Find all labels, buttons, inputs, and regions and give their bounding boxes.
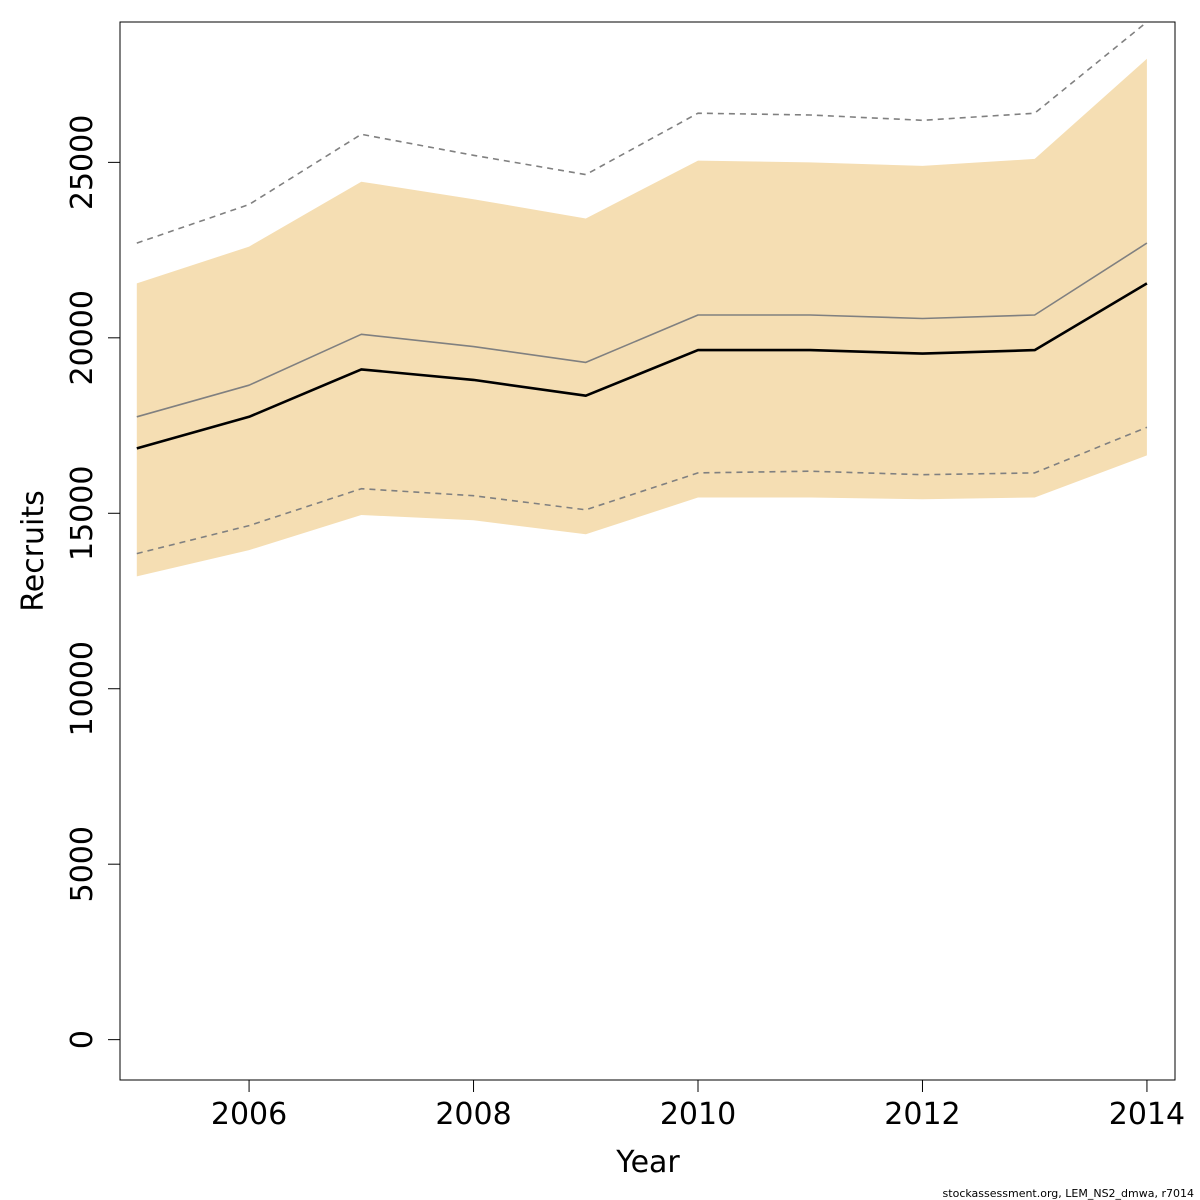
footer-credit: stockassessment.org, LEM_NS2_dmwa, r7014: [943, 1187, 1194, 1200]
x-tick-label: 2008: [435, 1097, 511, 1132]
y-tick-label: 0: [65, 1030, 100, 1049]
reference-line: [136, 242, 1148, 418]
plot-marks: [136, 22, 1148, 577]
estimate-line: [136, 282, 1148, 450]
reference-upper-line: [136, 22, 1148, 244]
y-tick-label: 15000: [65, 466, 100, 561]
plot-area: [136, 22, 1148, 577]
x-axis-title: Year: [615, 1145, 680, 1180]
y-tick-label: 5000: [65, 826, 100, 902]
y-tick-label: 20000: [65, 290, 100, 385]
x-tick-label: 2006: [211, 1097, 287, 1132]
x-tick-label: 2014: [1109, 1097, 1185, 1132]
confidence-band: [136, 58, 1147, 577]
x-axis: 2006 2008 2010 2012 2014: [211, 1079, 1185, 1132]
x-tick-label: 2010: [660, 1097, 736, 1132]
reference-lower-line: [136, 426, 1148, 555]
y-axis-title: Recruits: [16, 490, 51, 612]
x-tick-label: 2012: [884, 1097, 960, 1132]
y-axis: 0 5000 10000 15000 20000 25000: [65, 115, 121, 1049]
y-tick-label: 25000: [65, 115, 100, 210]
y-tick-label: 10000: [65, 641, 100, 736]
